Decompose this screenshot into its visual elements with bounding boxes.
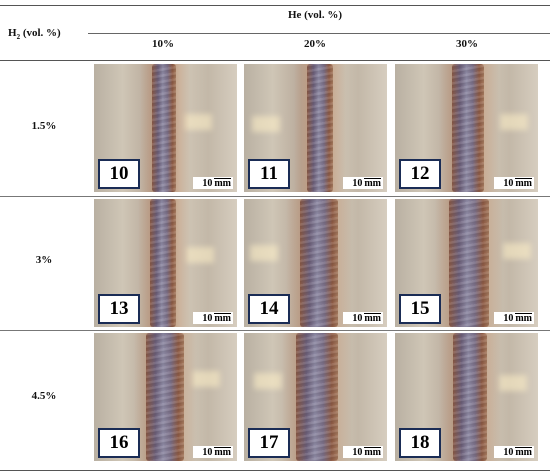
- row-label-4-5: 4.5%: [31, 390, 57, 402]
- he-column-group-header: He (vol. %): [287, 9, 343, 21]
- sample-label: 16: [98, 428, 140, 458]
- row-label-1-5: 1.5%: [31, 120, 57, 132]
- weld-photo: 16 10 mm: [94, 333, 237, 461]
- sample-label: 15: [399, 294, 441, 324]
- column-header-20: 20%: [304, 38, 326, 50]
- row-separator-2: [0, 330, 550, 331]
- weld-photo: 15 10 mm: [395, 199, 538, 327]
- weld-photo: 14 10 mm: [244, 199, 387, 327]
- scale-bar: 10 mm: [494, 177, 534, 189]
- he-header-rule: [88, 33, 550, 34]
- sample-label: 11: [248, 159, 290, 189]
- sample-label: 17: [248, 428, 290, 458]
- sample-label: 18: [399, 428, 441, 458]
- scale-bar: 10 mm: [494, 312, 534, 324]
- weld-photo: 13 10 mm: [94, 199, 237, 327]
- sample-label: 12: [399, 159, 441, 189]
- row-separator-1: [0, 196, 550, 197]
- scale-bar: 10 mm: [193, 446, 233, 458]
- scale-bar: 10 mm: [494, 446, 534, 458]
- weld-photo: 12 10 mm: [395, 64, 538, 192]
- column-header-30: 30%: [456, 38, 478, 50]
- scale-bar: 10 mm: [343, 177, 383, 189]
- weld-photo: 11 10 mm: [244, 64, 387, 192]
- h2-row-header-label: H2 (vol. %): [8, 27, 61, 41]
- weld-photo: 10 10 mm: [94, 64, 237, 192]
- header-bottom-rule: [0, 60, 550, 61]
- scale-bar: 10 mm: [193, 312, 233, 324]
- table-bottom-rule: [0, 470, 550, 471]
- sample-label: 14: [248, 294, 290, 324]
- column-header-10: 10%: [152, 38, 174, 50]
- weld-photo: 18 10 mm: [395, 333, 538, 461]
- h2-label-sub: 2: [16, 33, 21, 42]
- scale-bar: 10 mm: [343, 312, 383, 324]
- h2-label-main: H: [8, 27, 17, 39]
- scale-bar: 10 mm: [193, 177, 233, 189]
- weld-photo: 17 10 mm: [244, 333, 387, 461]
- table-top-rule: [0, 5, 550, 6]
- h2-label-rest: (vol. %): [20, 27, 61, 39]
- row-label-3: 3%: [35, 254, 53, 266]
- scale-bar: 10 mm: [343, 446, 383, 458]
- sample-label: 13: [98, 294, 140, 324]
- sample-label: 10: [98, 159, 140, 189]
